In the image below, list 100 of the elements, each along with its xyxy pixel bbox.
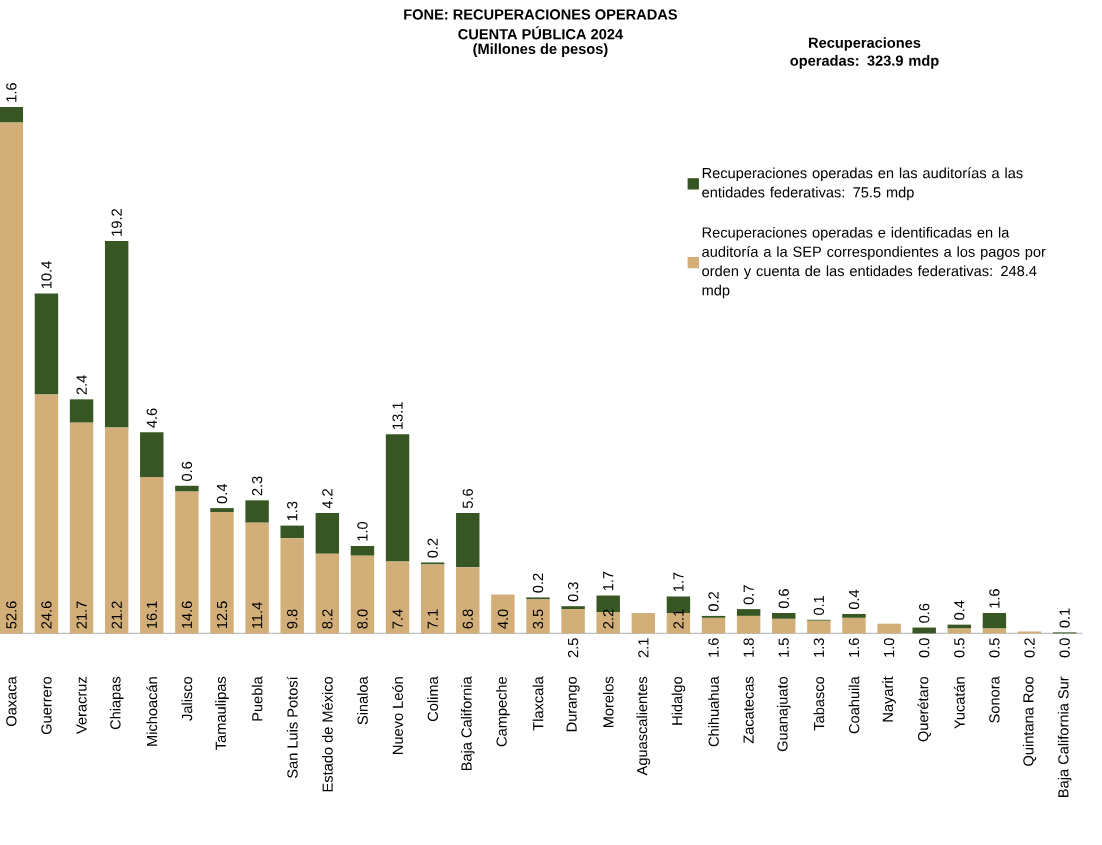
bar	[0, 107, 24, 123]
legend-title: Recuperaciones operadas: 323.9 mdp	[790, 37, 939, 69]
data-label: 2.1	[673, 609, 684, 629]
data-label: 4.0	[497, 609, 509, 629]
x-tick-label: Aguascalientes	[636, 676, 651, 776]
data-label: 0.2	[708, 592, 719, 612]
x-tick-label: Querétaro	[917, 676, 931, 742]
data-label: 0.7	[743, 585, 754, 605]
legend-label: Recuperaciones operadas e identificadas en la auditoría a la SEP correspondientes a los pagos por orden y cuenta de las entidades federativas: 248.4 mdp	[702, 226, 1046, 299]
data-label: 21.2	[111, 601, 122, 629]
data-label: 0.2	[1024, 638, 1035, 658]
data-label: 0.3	[567, 582, 579, 602]
bar	[350, 545, 375, 556]
x-tick-label: Nuevo León	[392, 677, 403, 754]
data-label: 0.5	[954, 638, 965, 658]
x-tick-label: Durango	[566, 676, 580, 732]
data-label: 52.6	[6, 601, 17, 629]
x-tick-label: Guerrero	[41, 676, 52, 735]
data-label: 1.0	[357, 522, 368, 541]
bar	[175, 485, 199, 492]
data-label: 2.4	[76, 375, 87, 395]
bar	[772, 612, 796, 619]
bar	[982, 612, 1007, 629]
x-tick-label: Tlaxcala	[532, 676, 544, 731]
x-tick-label: Chiapas	[109, 676, 124, 730]
bar	[561, 606, 585, 610]
bar	[491, 594, 515, 634]
data-label: 7.1	[427, 609, 438, 629]
bar	[842, 613, 866, 618]
legend-label: Recuperaciones operadas en las auditorías a las entidades federativas: 75.5 mdp	[702, 167, 1023, 201]
data-label: 10.4	[41, 261, 52, 289]
text: (Millones de pesos)	[473, 43, 608, 57]
data-label: 1.5	[778, 638, 789, 657]
bar	[280, 538, 304, 634]
data-label: 0.1	[1059, 608, 1070, 628]
bar	[140, 477, 164, 634]
bar	[210, 511, 234, 634]
data-label: 0.6	[181, 461, 193, 481]
data-label: 8.0	[357, 609, 368, 629]
x-tick-label: Quintana Roo	[1022, 676, 1037, 766]
data-label: 7.4	[392, 609, 403, 629]
data-label: 6.8	[462, 609, 473, 629]
data-label: 0.4	[954, 600, 965, 620]
data-label: 0.2	[532, 573, 544, 593]
x-tick-label: Guanajuato	[776, 676, 791, 752]
data-label: 12.5	[216, 601, 228, 629]
bar	[315, 553, 340, 634]
data-label: 2.3	[251, 476, 263, 496]
bar	[245, 522, 269, 634]
x-tick-label: Jalisco	[181, 676, 193, 721]
x-tick-label: San Luis Potosí	[286, 676, 298, 778]
bar	[385, 434, 410, 562]
data-label: 16.1	[146, 601, 157, 629]
data-label: 1.3	[813, 638, 825, 657]
bar	[34, 394, 59, 634]
data-label: 4.2	[322, 489, 333, 509]
data-label: 1.6	[6, 83, 17, 102]
x-tick-label: Baja California Sur	[1057, 676, 1072, 797]
data-label: 0.6	[778, 589, 789, 609]
x-tick-label: Colima	[427, 676, 439, 722]
x-tick-label: Puebla	[251, 676, 263, 721]
x-tick-label: Coahuila	[848, 676, 860, 734]
data-label: 9.8	[287, 609, 298, 629]
bar	[807, 620, 831, 634]
chart-title: FONE: RECUPERACIONES OPERADAS	[404, 9, 678, 20]
data-label: 3.5	[532, 609, 544, 629]
bar	[104, 427, 129, 634]
data-label: 1.6	[708, 638, 719, 657]
data-label: 0.0	[919, 638, 930, 658]
data-label: 1.7	[603, 571, 614, 591]
x-tick-label: Tabasco	[813, 676, 825, 731]
bar	[210, 508, 234, 512]
data-label: 0.1	[813, 595, 825, 615]
x-tick-label: Sinaloa	[357, 676, 368, 725]
bar	[736, 609, 761, 616]
bar	[772, 618, 796, 634]
data-label: 1.8	[743, 638, 754, 657]
data-label: 24.6	[41, 601, 52, 629]
x-tick-label: Estado de México	[321, 676, 333, 792]
x-tick-label: Oaxaca	[6, 676, 17, 726]
bar	[736, 615, 761, 634]
bar	[561, 609, 585, 634]
data-label: 8.2	[322, 609, 333, 629]
bar	[420, 564, 445, 634]
data-label: 4.6	[146, 408, 157, 428]
bar	[69, 399, 94, 423]
bar	[456, 567, 480, 634]
bar	[280, 525, 304, 539]
data-label: 0.6	[919, 603, 930, 623]
x-tick-label: Sonora	[989, 676, 1000, 723]
data-label: 1.3	[287, 501, 298, 521]
bar	[877, 623, 901, 634]
bar	[140, 432, 164, 478]
x-tick-label: Hidalgo	[671, 676, 686, 725]
bar	[104, 241, 129, 428]
bar	[701, 617, 726, 634]
data-label: 0.2	[427, 538, 438, 558]
data-label: 5.6	[462, 489, 473, 509]
x-tick-label: Chihuahua	[708, 676, 719, 747]
bar	[350, 555, 375, 634]
